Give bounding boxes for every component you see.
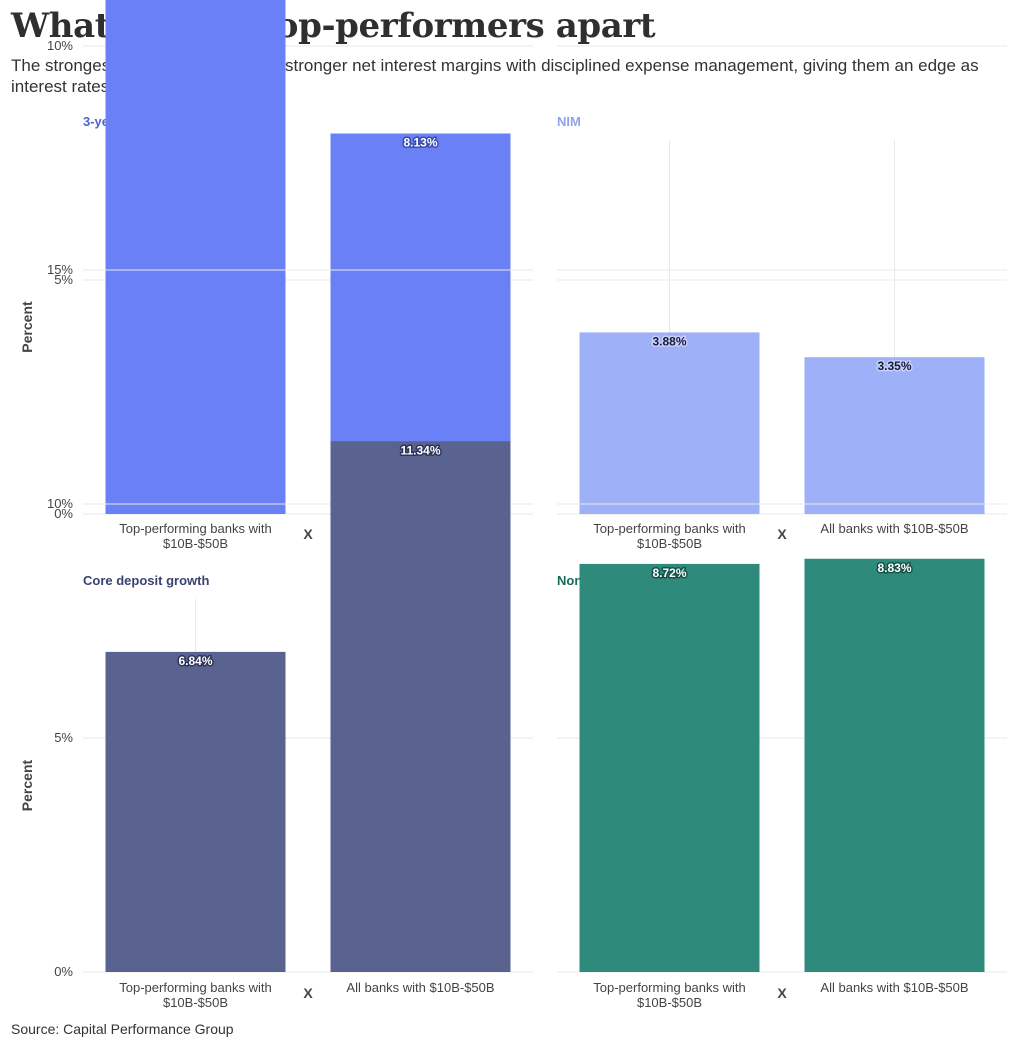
bar bbox=[804, 558, 985, 972]
data-label: 3.88% bbox=[652, 334, 686, 348]
y-tick-label: 10% bbox=[47, 496, 73, 511]
bar bbox=[330, 441, 511, 973]
data-label: 6.84% bbox=[178, 654, 212, 668]
x-category-label: All banks with $10B-$50B bbox=[820, 521, 968, 536]
x-category-label: Top-performing banks with $10B-$50B bbox=[119, 521, 271, 551]
source-note: Source: Capital Performance Group bbox=[11, 1021, 234, 1037]
y-tick-label: 0% bbox=[54, 506, 73, 521]
bar bbox=[579, 563, 760, 972]
category-separator: X bbox=[777, 526, 787, 542]
x-category-label: All banks with $10B-$50B bbox=[820, 980, 968, 995]
panel-title: NIM bbox=[557, 114, 581, 129]
x-category-label: Top-performing banks with $10B-$50B bbox=[119, 980, 271, 1010]
x-category-label: All banks with $10B-$50B bbox=[346, 980, 494, 995]
data-label: 8.13% bbox=[403, 136, 437, 150]
bar bbox=[579, 332, 760, 514]
bar bbox=[105, 651, 286, 972]
y-axis-label: Percent bbox=[19, 759, 35, 811]
y-tick-label: 0% bbox=[54, 964, 73, 979]
category-separator: X bbox=[777, 985, 787, 1001]
data-label: 3.35% bbox=[877, 359, 911, 373]
bar bbox=[105, 0, 286, 515]
y-tick-label: 5% bbox=[54, 272, 73, 287]
data-label: 11.34% bbox=[400, 443, 440, 457]
x-category-label: Top-performing banks with $10B-$50B bbox=[593, 980, 745, 1010]
y-tick-label: 10% bbox=[47, 38, 73, 53]
y-axis-label: Percent bbox=[19, 301, 35, 353]
data-label: 8.72% bbox=[652, 566, 686, 580]
y-tick-label: 5% bbox=[54, 730, 73, 745]
bar bbox=[804, 357, 985, 514]
panel-title: Core deposit growth bbox=[83, 573, 209, 588]
x-category-label: Top-performing banks with $10B-$50B bbox=[593, 521, 745, 551]
y-tick-label: 15% bbox=[47, 262, 73, 277]
category-separator: X bbox=[303, 526, 313, 542]
category-separator: X bbox=[303, 985, 313, 1001]
data-label: 8.83% bbox=[877, 561, 911, 575]
